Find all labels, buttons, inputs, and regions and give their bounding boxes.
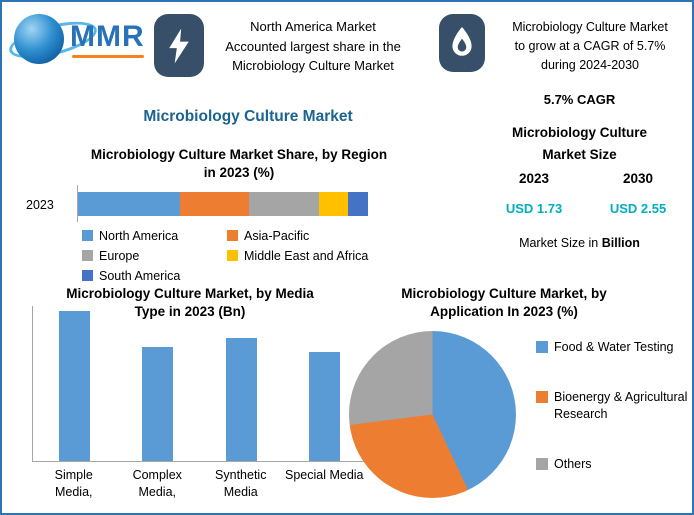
legend-swatch (536, 457, 548, 470)
globe-icon (14, 14, 64, 64)
flame-glyph (452, 27, 472, 56)
unit-note-bold: Billion (601, 236, 640, 250)
unit-note-prefix: Market Size in (519, 236, 602, 250)
legend-swatch (536, 341, 548, 353)
region-segment (249, 192, 319, 216)
region-legend-item: South America (82, 268, 227, 285)
year-start: 2023 (518, 171, 550, 186)
pie-legend-item: Food & Water Testing (536, 339, 692, 356)
lightning-icon (154, 14, 204, 77)
legend-swatch (536, 390, 548, 403)
region-segment (78, 192, 180, 216)
market-value-2030: USD 2.55 (609, 201, 667, 216)
flame-icon (439, 14, 485, 72)
pie-legend: Food & Water Testing Bioenergy & Agricult… (536, 339, 692, 473)
media-bar (142, 347, 174, 461)
media-chart-title: Microbiology Culture Market, by Media Ty… (66, 286, 314, 319)
legend-swatch (82, 249, 93, 261)
application-pie (349, 331, 516, 498)
media-labels: Simple Media, Complex Media, Synthetic Med… (32, 467, 366, 501)
region-legend-item: Middle East and Africa (227, 248, 392, 265)
legend-label: Others (554, 456, 592, 471)
region-stacked-bar (78, 192, 368, 216)
year-end: 2030 (622, 171, 654, 186)
unit-note: Market Size in Billion (472, 236, 687, 250)
legend-label: Europe (99, 248, 140, 263)
legend-swatch (227, 249, 238, 261)
media-bar-slot (116, 347, 199, 461)
legend-label: Bioenergy & Agricultural Research (554, 389, 688, 421)
pie-legend-item: Bioenergy & Agricultural Research (536, 389, 692, 423)
media-bar (59, 311, 91, 461)
media-bar-label: Complex Media, (132, 468, 182, 499)
legend-swatch (82, 230, 93, 241)
legend-label: Asia-Pacific (244, 229, 310, 243)
market-value-2023: USD 1.73 (505, 201, 563, 216)
mmr-logo: MMR (5, 8, 152, 70)
region-legend-item: North America (82, 228, 227, 245)
legend-label: North America (99, 229, 179, 243)
media-bar-label: Simple Media, (54, 468, 93, 499)
page-title: Microbiology Culture Market (143, 108, 353, 125)
logo-text: MMR (70, 20, 145, 53)
region-segment (318, 192, 348, 216)
region-chart-title: Microbiology Culture Market Share, by Re… (90, 147, 388, 180)
cagr-value: 5.7% CAGR (543, 92, 616, 107)
region-category-label: 2023 (26, 198, 54, 212)
pie-legend-item: Others (536, 456, 692, 473)
legend-label: Middle East and Africa (244, 248, 369, 263)
legend-label: Food & Water Testing (554, 340, 674, 354)
callout-cagr-growth: Microbiology Culture Market to grow at a… (512, 20, 668, 72)
lightning-glyph (169, 28, 189, 63)
media-bar-label: Synthetic Media (215, 468, 267, 499)
legend-label: South America (99, 268, 181, 283)
market-size-title: Microbiology Culture Market Size (512, 125, 647, 162)
media-bar (225, 338, 257, 461)
media-bar-slot (33, 311, 116, 461)
logo-underline (72, 55, 144, 58)
region-legend-item: Asia-Pacific (227, 228, 392, 245)
media-plot (32, 306, 366, 462)
pie-chart-title: Microbiology Culture Market, by Applicat… (401, 286, 607, 319)
media-bar-label: Special Media (284, 468, 364, 482)
region-legend-item: Europe (82, 248, 227, 265)
region-legend: North America Asia-Pacific Europe Middle Ea… (82, 228, 392, 285)
callout-north-america: North America Market Accounted largest s… (225, 19, 401, 73)
region-segment (179, 192, 250, 216)
legend-swatch (82, 269, 93, 281)
region-segment (347, 192, 368, 216)
media-bar (308, 352, 340, 461)
legend-swatch (227, 230, 238, 241)
media-bar-slot (200, 338, 283, 461)
media-bar-slot (283, 352, 366, 461)
region-y-axis (77, 185, 78, 222)
